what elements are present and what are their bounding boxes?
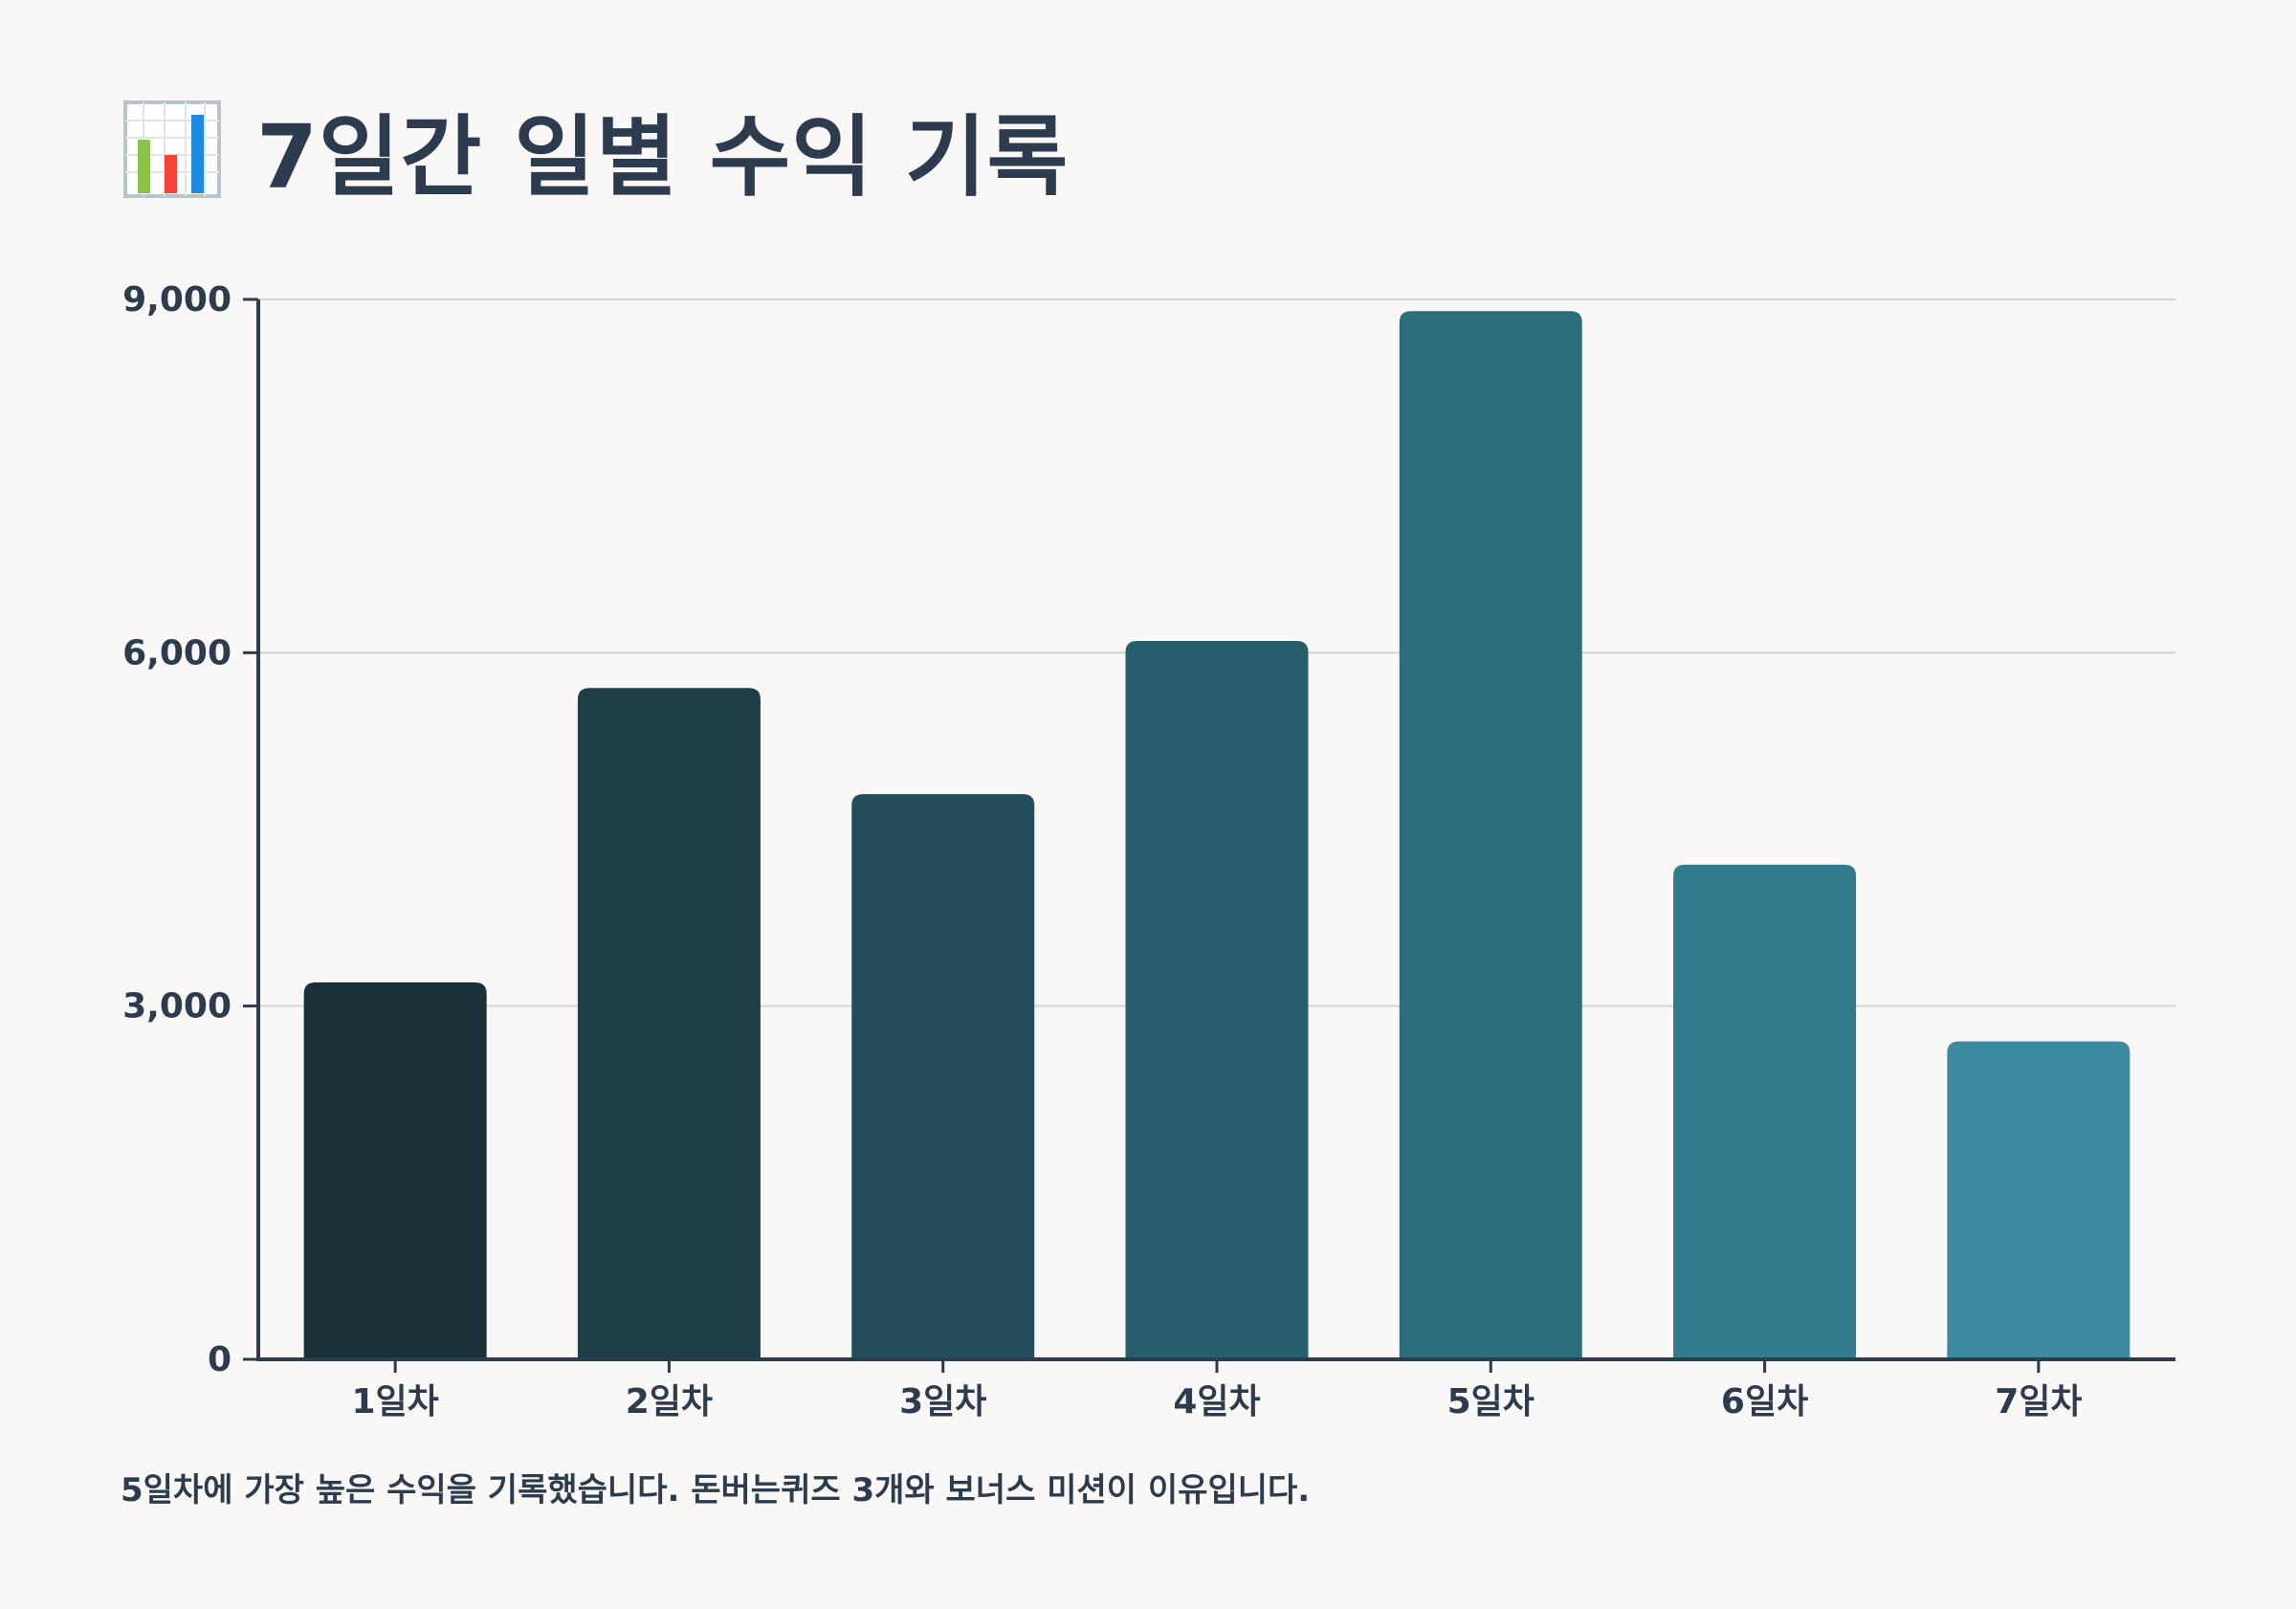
- chart-caption: 5일차에 가장 높은 수익을 기록했습니다. 돈버는퀴즈 3개와 보너스 미션이…: [121, 1471, 1311, 1510]
- y-tick-label: 6,000: [122, 633, 232, 672]
- x-tick-label: 1일차: [351, 1382, 438, 1422]
- bar-6: [1673, 864, 1857, 1359]
- bar-2: [577, 688, 761, 1359]
- x-tick-label: 2일차: [626, 1382, 713, 1422]
- axes: [243, 298, 2175, 1373]
- x-tick-labels: 1일차 2일차 3일차 4일차 5일차 6일차 7일차: [351, 1382, 2082, 1422]
- bar-7: [1947, 1041, 2130, 1359]
- y-tick-labels: 0 3,000 6,000 9,000: [122, 280, 232, 1379]
- bar-chart-emoji-icon: [123, 100, 221, 198]
- y-tick-label: 3,000: [122, 987, 232, 1026]
- bar-1: [303, 982, 487, 1359]
- x-tick-label: 6일차: [1721, 1382, 1808, 1422]
- bars: [303, 311, 2130, 1360]
- x-tick-label: 7일차: [1995, 1382, 2082, 1422]
- x-tick-label: 3일차: [899, 1382, 986, 1422]
- x-tick-label: 4일차: [1173, 1382, 1260, 1422]
- y-tick-label: 9,000: [122, 280, 232, 320]
- bar-chart: 0 3,000 6,000 9,000 1일차 2일차 3일차 4일차 5일차 6일차 7일차: [122, 280, 2175, 1422]
- bar-3: [851, 794, 1035, 1359]
- y-tick-label: 0: [208, 1340, 232, 1379]
- bar-4: [1125, 641, 1309, 1359]
- chart-title: 7일간 일별 수익 기록: [256, 105, 1070, 209]
- x-tick-label: 5일차: [1447, 1382, 1534, 1422]
- bar-5: [1399, 311, 1582, 1360]
- title-row: 7일간 일별 수익 기록: [122, 92, 1069, 209]
